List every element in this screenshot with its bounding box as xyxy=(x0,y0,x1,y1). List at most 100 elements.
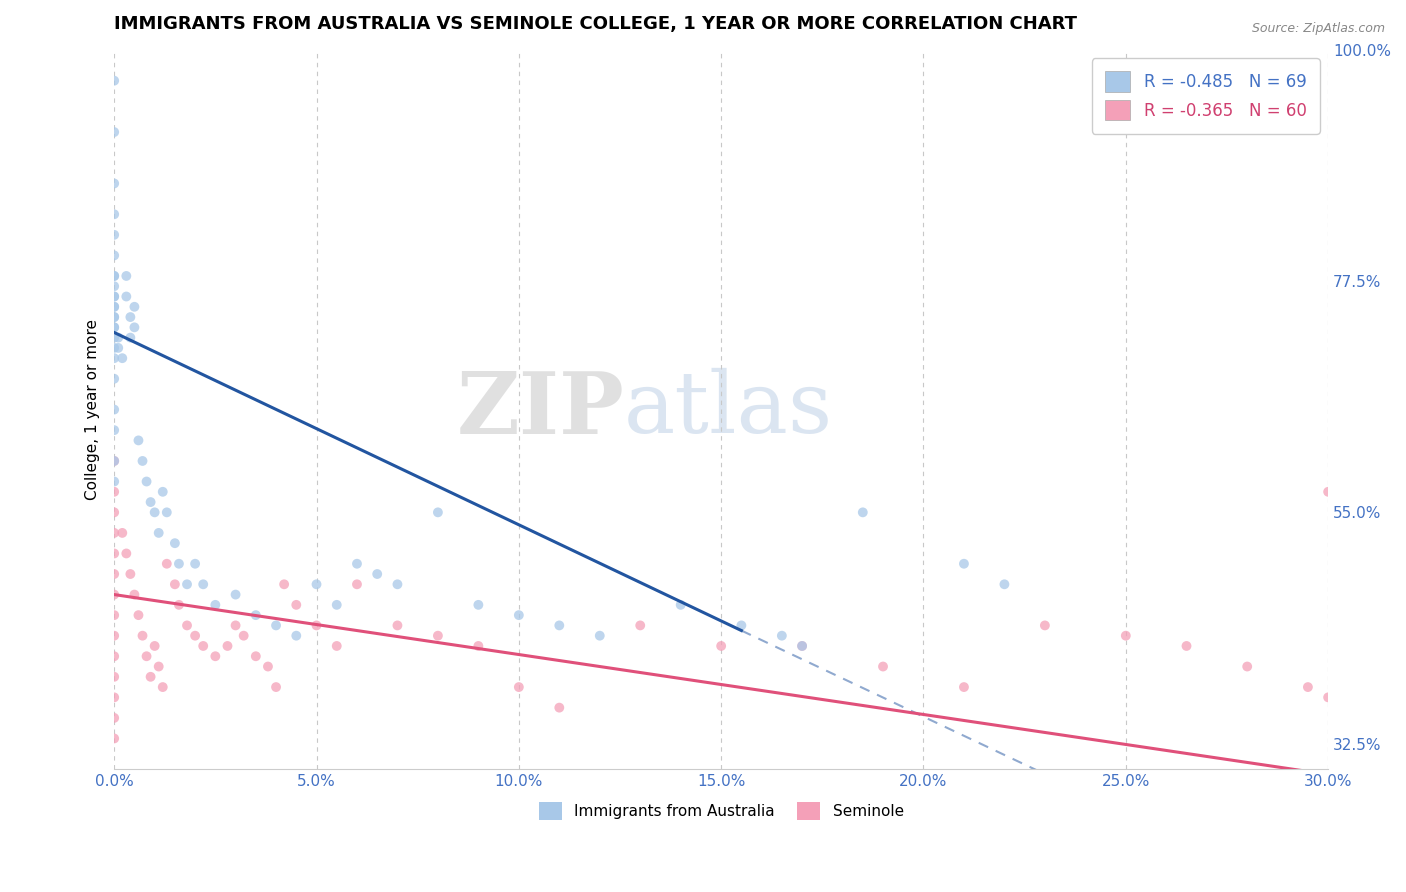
Legend: Immigrants from Australia, Seminole: Immigrants from Australia, Seminole xyxy=(533,796,910,826)
Point xyxy=(548,700,571,714)
Point xyxy=(115,289,138,303)
Point xyxy=(103,300,125,314)
Point xyxy=(103,248,125,262)
Point xyxy=(872,659,894,673)
Point xyxy=(548,618,571,632)
Point xyxy=(111,525,134,540)
Point xyxy=(730,618,752,632)
Point xyxy=(993,577,1015,591)
Point xyxy=(115,546,138,560)
Point xyxy=(156,505,179,519)
Point xyxy=(103,207,125,221)
Point xyxy=(257,659,280,673)
Point xyxy=(1115,629,1137,643)
Text: IMMIGRANTS FROM AUSTRALIA VS SEMINOLE COLLEGE, 1 YEAR OR MORE CORRELATION CHART: IMMIGRANTS FROM AUSTRALIA VS SEMINOLE CO… xyxy=(114,15,1077,33)
Point xyxy=(103,402,125,417)
Point xyxy=(193,639,215,653)
Point xyxy=(135,649,157,664)
Point xyxy=(264,618,287,632)
Point xyxy=(103,341,125,355)
Point xyxy=(103,711,125,725)
Point xyxy=(285,598,308,612)
Point xyxy=(152,680,174,694)
Point xyxy=(669,598,692,612)
Point xyxy=(184,557,207,571)
Point xyxy=(120,330,142,344)
Point xyxy=(204,649,226,664)
Text: ZIP: ZIP xyxy=(457,368,624,451)
Text: Source: ZipAtlas.com: Source: ZipAtlas.com xyxy=(1251,22,1385,36)
Point xyxy=(103,546,125,560)
Point xyxy=(1033,618,1056,632)
Point xyxy=(273,577,295,591)
Point xyxy=(127,434,149,448)
Point xyxy=(217,639,239,653)
Point xyxy=(163,577,186,591)
Point xyxy=(103,629,125,643)
Point xyxy=(508,608,530,623)
Point xyxy=(628,618,651,632)
Point xyxy=(103,454,125,468)
Point xyxy=(115,268,138,283)
Point xyxy=(176,577,198,591)
Point xyxy=(103,608,125,623)
Point xyxy=(790,639,813,653)
Point xyxy=(366,567,388,582)
Point xyxy=(103,351,125,366)
Point xyxy=(204,598,226,612)
Point xyxy=(225,588,247,602)
Point xyxy=(103,73,125,87)
Point xyxy=(103,268,125,283)
Point xyxy=(953,557,976,571)
Point xyxy=(103,125,125,139)
Point xyxy=(326,598,349,612)
Point xyxy=(167,557,190,571)
Point xyxy=(710,639,733,653)
Point xyxy=(193,577,215,591)
Point xyxy=(184,629,207,643)
Text: atlas: atlas xyxy=(624,368,834,451)
Point xyxy=(103,289,125,303)
Point xyxy=(103,300,125,314)
Point xyxy=(103,670,125,684)
Point xyxy=(103,372,125,386)
Point xyxy=(103,423,125,437)
Point xyxy=(103,731,125,746)
Point xyxy=(1175,639,1198,653)
Point xyxy=(176,618,198,632)
Point xyxy=(103,649,125,664)
Point xyxy=(120,567,142,582)
Point xyxy=(346,557,368,571)
Point xyxy=(852,505,875,519)
Point xyxy=(589,629,612,643)
Point xyxy=(103,320,125,334)
Point xyxy=(103,330,125,344)
Point xyxy=(103,567,125,582)
Point xyxy=(225,618,247,632)
Point xyxy=(245,649,267,664)
Point xyxy=(163,536,186,550)
Point xyxy=(139,670,162,684)
Point xyxy=(103,310,125,324)
Point xyxy=(131,454,153,468)
Point xyxy=(139,495,162,509)
Point xyxy=(426,505,449,519)
Point xyxy=(103,289,125,303)
Point xyxy=(103,268,125,283)
Point xyxy=(103,320,125,334)
Point xyxy=(152,484,174,499)
Point xyxy=(103,177,125,191)
Point xyxy=(346,577,368,591)
Point xyxy=(103,525,125,540)
Point xyxy=(156,557,179,571)
Point xyxy=(953,680,976,694)
Point xyxy=(120,310,142,324)
Point xyxy=(148,525,170,540)
Y-axis label: College, 1 year or more: College, 1 year or more xyxy=(86,319,100,500)
Point xyxy=(1317,484,1340,499)
Point xyxy=(107,341,129,355)
Point xyxy=(111,351,134,366)
Point xyxy=(326,639,349,653)
Point xyxy=(245,608,267,623)
Point xyxy=(107,330,129,344)
